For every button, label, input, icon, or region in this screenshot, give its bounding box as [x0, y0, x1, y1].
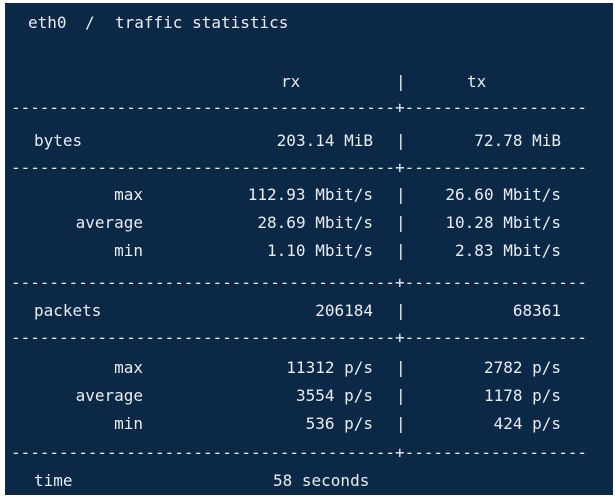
page-title: traffic statistics [115, 13, 289, 32]
column-divider: | [396, 301, 406, 320]
separator-left: ---------------------------------------- [11, 443, 395, 462]
separator-line: ----------------------------------------… [11, 443, 588, 462]
bytes-max-tx: 26.60 Mbit/s [445, 185, 561, 204]
terminal-window: eth0 / traffic statistics rx | tx ------… [5, 3, 613, 495]
separator-left: ---------------------------------------- [11, 98, 395, 117]
title-separator: / [85, 13, 95, 32]
separator-right: ------------------- [404, 443, 588, 462]
separator-right: ------------------- [404, 98, 588, 117]
column-divider: | [396, 185, 406, 204]
separator-cross: + [395, 328, 405, 347]
separator-left: ---------------------------------------- [11, 158, 395, 177]
time-value: 58 seconds [273, 471, 370, 490]
separator-cross: + [395, 443, 405, 462]
separator-left: ---------------------------------------- [11, 328, 395, 347]
bytes-average-label: average [75, 213, 143, 232]
time-label: time [34, 471, 73, 490]
bytes-min-label: min [114, 241, 143, 260]
bytes-max-label: max [114, 185, 143, 204]
column-divider: | [396, 241, 406, 260]
packets-average-tx: 1178 p/s [483, 386, 561, 405]
column-divider: | [396, 386, 406, 405]
packets-max-rx: 11312 p/s [286, 358, 373, 377]
separator-line: ----------------------------------------… [11, 273, 588, 292]
packets-min-rx: 536 p/s [305, 414, 373, 433]
packets-min-label: min [114, 414, 143, 433]
packets-max-label: max [114, 358, 143, 377]
packets-rx-total: 206184 [315, 301, 373, 320]
separator-right: ------------------- [404, 328, 588, 347]
separator-right: ------------------- [404, 273, 588, 292]
column-header-rx: rx [281, 72, 301, 91]
separator-line: ----------------------------------------… [11, 328, 588, 347]
column-header-tx: tx [467, 72, 487, 91]
separator-line: ----------------------------------------… [11, 158, 588, 177]
column-divider: | [396, 358, 406, 377]
separator-line: ----------------------------------------… [11, 98, 588, 117]
packets-min-tx: 424 p/s [493, 414, 561, 433]
column-divider: | [396, 213, 406, 232]
bytes-min-tx: 2.83 Mbit/s [455, 241, 561, 260]
column-divider: | [396, 131, 406, 150]
bytes-label: bytes [34, 131, 83, 150]
separator-right: ------------------- [404, 158, 588, 177]
bytes-average-tx: 10.28 Mbit/s [445, 213, 561, 232]
column-divider: | [396, 414, 406, 433]
separator-left: ---------------------------------------- [11, 273, 395, 292]
separator-cross: + [395, 158, 405, 177]
bytes-average-rx: 28.69 Mbit/s [257, 213, 373, 232]
title-interface: eth0 [28, 13, 67, 32]
column-divider: | [396, 72, 406, 91]
packets-label: packets [34, 301, 102, 320]
separator-cross: + [395, 273, 405, 292]
bytes-tx-total: 72.78 MiB [474, 131, 561, 150]
bytes-max-rx: 112.93 Mbit/s [247, 185, 373, 204]
packets-average-label: average [75, 386, 143, 405]
packets-average-rx: 3554 p/s [295, 386, 373, 405]
bytes-rx-total: 203.14 MiB [276, 131, 373, 150]
packets-max-tx: 2782 p/s [483, 358, 561, 377]
packets-tx-total: 68361 [512, 301, 561, 320]
bytes-min-rx: 1.10 Mbit/s [267, 241, 373, 260]
separator-cross: + [395, 98, 405, 117]
